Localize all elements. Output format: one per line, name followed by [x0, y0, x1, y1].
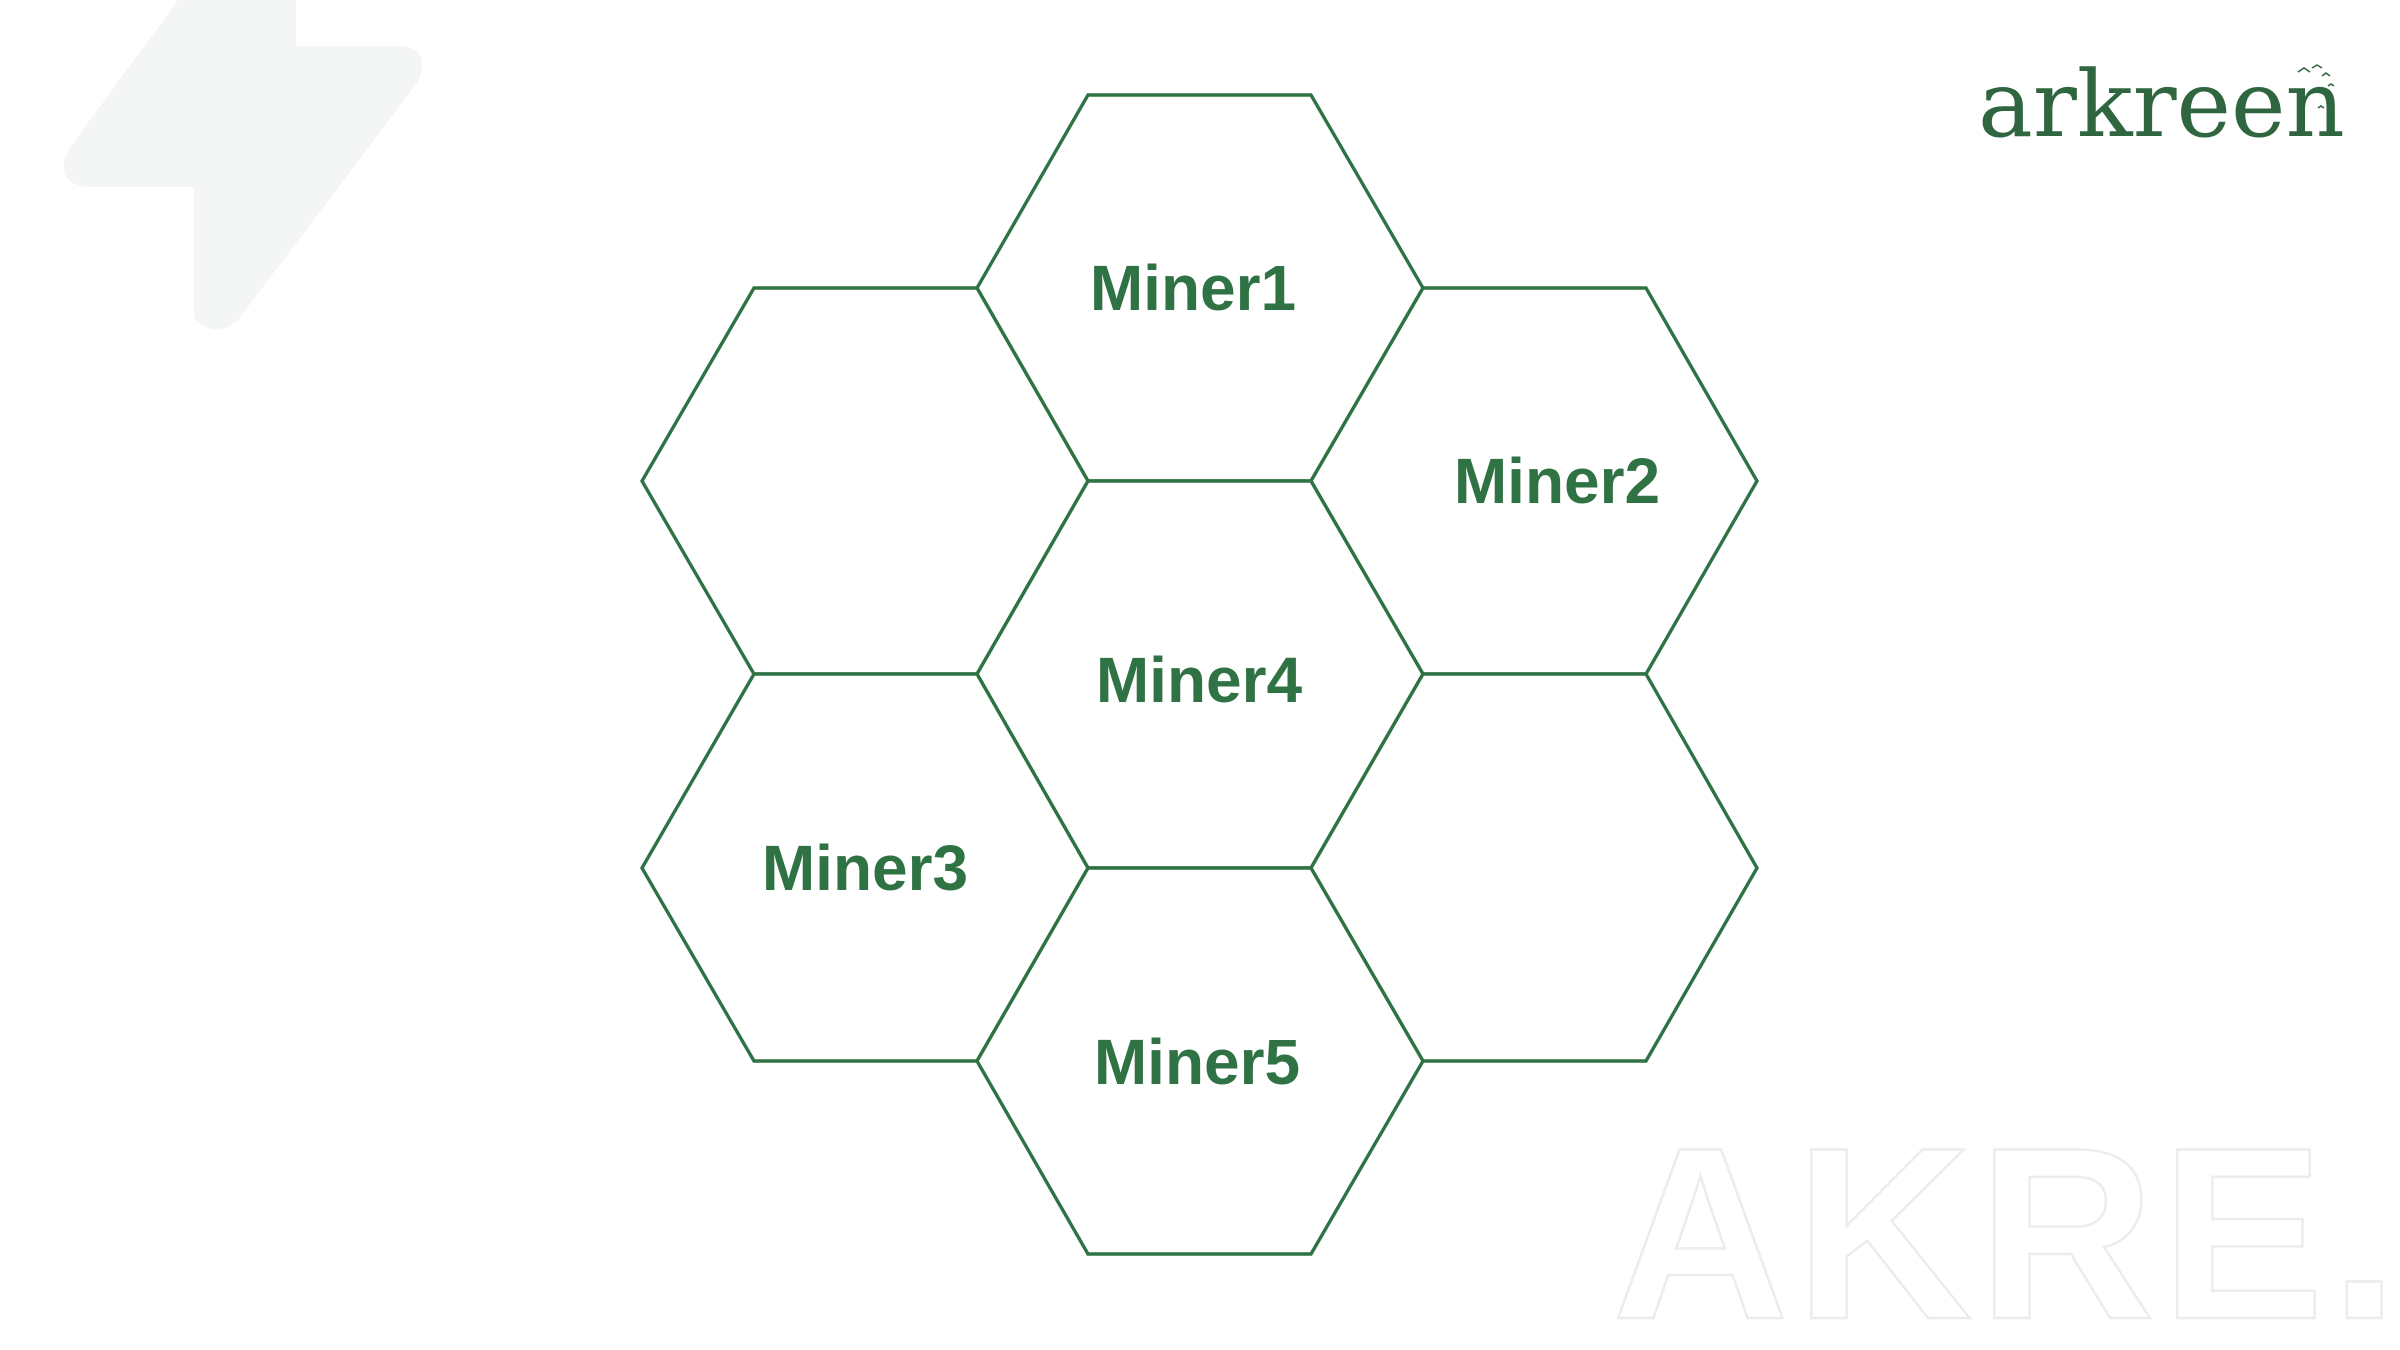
hex-cell-center[interactable]: Miner4: [975, 479, 1425, 870]
lightning-bolt-icon: [63, 0, 423, 330]
hex-label-miner5: Miner5: [1094, 1026, 1300, 1098]
brand-logo: arkreen: [1978, 51, 2345, 158]
hex-cell-bottom[interactable]: Miner5: [975, 866, 1425, 1256]
hex-label-miner4: Miner4: [1096, 644, 1303, 716]
logo-wordmark: arkreen: [1978, 51, 2345, 158]
watermark-text: AKRE.: [1612, 1096, 2400, 1350]
hex-label-miner3: Miner3: [762, 832, 968, 904]
hex-label-miner2: Miner2: [1454, 445, 1660, 517]
hex-cell-top[interactable]: Miner1: [975, 93, 1425, 483]
hex-label-miner1: Miner1: [1090, 252, 1296, 324]
hexagon-shape: [975, 866, 1425, 1256]
birds-icon: [2297, 64, 2335, 109]
hexagon-grid: Miner1 Miner2 Miner4 Miner3: [640, 93, 1759, 1256]
hex-cell-lower-left[interactable]: Miner3: [640, 672, 1090, 1063]
